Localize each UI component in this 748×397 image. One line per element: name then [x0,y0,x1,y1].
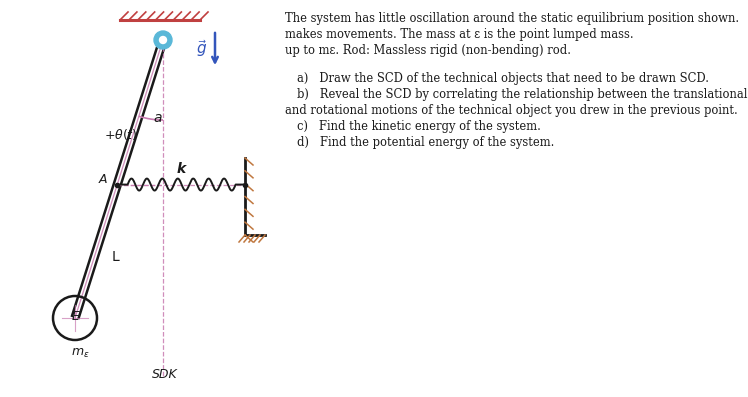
Text: $+\theta(t)$: $+\theta(t)$ [104,127,138,143]
Text: E: E [72,310,80,322]
Text: b)   Reveal the SCD by correlating the relationship between the translational: b) Reveal the SCD by correlating the rel… [297,88,747,101]
Text: makes movements. The mass at ε is the point lumped mass.: makes movements. The mass at ε is the po… [285,28,634,41]
Circle shape [159,37,167,44]
Text: The system has little oscillation around the static equilibrium position shown.: The system has little oscillation around… [285,12,739,25]
Text: L: L [111,251,119,264]
Text: d)   Find the potential energy of the system.: d) Find the potential energy of the syst… [297,136,554,149]
Text: k: k [177,162,186,175]
Text: A: A [99,173,108,186]
Text: c)   Find the kinetic energy of the system.: c) Find the kinetic energy of the system… [297,120,541,133]
Text: $m_\varepsilon$: $m_\varepsilon$ [71,347,89,360]
Text: up to mε. Rod: Massless rigid (non-bending) rod.: up to mε. Rod: Massless rigid (non-bendi… [285,44,571,57]
Text: $\vec{g}$: $\vec{g}$ [197,39,208,60]
Text: a)   Draw the SCD of the technical objects that need to be drawn SCD.: a) Draw the SCD of the technical objects… [297,72,709,85]
Text: SDK: SDK [152,368,178,382]
Circle shape [154,31,172,49]
Text: a: a [153,111,162,125]
Text: and rotational motions of the technical object you drew in the previous point.: and rotational motions of the technical … [285,104,738,117]
